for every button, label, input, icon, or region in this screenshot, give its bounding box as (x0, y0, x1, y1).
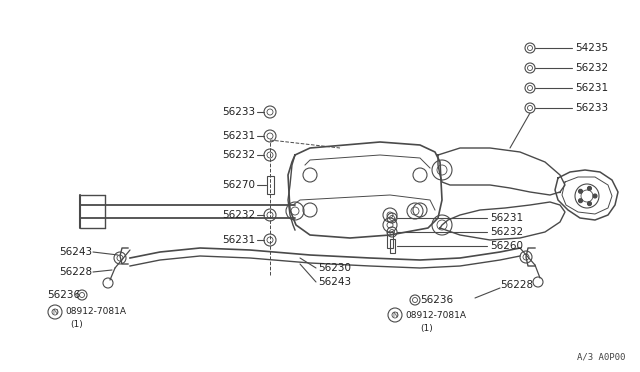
Text: 56228: 56228 (59, 267, 92, 277)
Text: 56233: 56233 (222, 107, 255, 117)
Circle shape (593, 194, 597, 198)
Text: (1): (1) (70, 321, 83, 330)
Text: 56236: 56236 (47, 290, 80, 300)
Text: 56233: 56233 (575, 103, 608, 113)
Text: 56231: 56231 (575, 83, 608, 93)
Bar (390, 239, 394, 253)
Text: 56236: 56236 (420, 295, 453, 305)
Text: 08912-7081A: 08912-7081A (65, 308, 126, 317)
Text: 56232: 56232 (490, 227, 523, 237)
Circle shape (588, 186, 591, 190)
Text: 56260: 56260 (490, 241, 523, 251)
Text: 54235: 54235 (575, 43, 608, 53)
Text: 56230: 56230 (318, 263, 351, 273)
Text: 56243: 56243 (318, 277, 351, 287)
Text: 56232: 56232 (222, 150, 255, 160)
Bar (266, 176, 273, 194)
Text: 56243: 56243 (59, 247, 92, 257)
Text: 56231: 56231 (222, 235, 255, 245)
Text: N: N (52, 309, 58, 315)
Text: 08912-7081A: 08912-7081A (405, 311, 466, 320)
Text: 56232: 56232 (222, 210, 255, 220)
Text: 56228: 56228 (500, 280, 533, 290)
Circle shape (579, 189, 582, 193)
Text: 56231: 56231 (222, 131, 255, 141)
Circle shape (588, 202, 591, 206)
Text: A/3 A0P00: A/3 A0P00 (577, 353, 625, 362)
Bar (387, 232, 393, 248)
Text: 56270: 56270 (222, 180, 255, 190)
Text: 56232: 56232 (575, 63, 608, 73)
Text: 56231: 56231 (490, 213, 523, 223)
Text: (1): (1) (420, 324, 433, 333)
Circle shape (579, 199, 582, 203)
Text: N: N (392, 312, 397, 318)
